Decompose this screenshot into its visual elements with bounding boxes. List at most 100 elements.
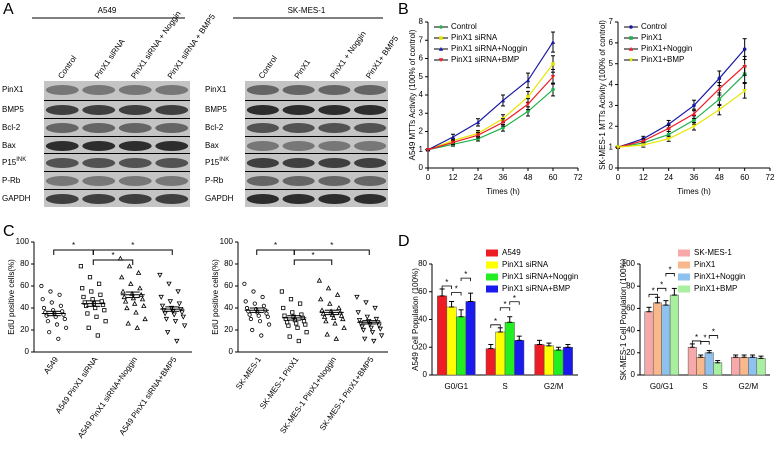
error-bar [546,342,552,347]
blot-band [118,105,152,115]
error-bar [324,309,339,316]
data-point [742,89,747,93]
significance-label: * [660,280,663,289]
blot-band [282,85,315,95]
x-tick-label: 36 [690,173,699,182]
data-point [164,330,171,336]
data-point [334,291,341,297]
blot-band [282,158,315,168]
protein-label: P-Rb [2,176,21,185]
data-point [550,74,556,79]
bar [687,347,697,376]
y-tick-label: 4 [609,80,614,89]
data-point [321,313,328,319]
blot-band [318,123,351,133]
x-tick-label: 36 [499,173,508,182]
protein-label: P15INK [2,157,26,168]
data-point [369,330,376,336]
protein-label: Bcl-2 [205,123,224,132]
error-bar [507,316,513,323]
protein-label: BMP5 [2,105,24,114]
data-point [340,316,346,322]
bar [485,348,496,376]
blot-band [118,158,152,168]
data-point [247,312,252,317]
y-tick-label: 40 [20,303,29,312]
data-point [175,289,181,295]
bar [661,304,671,376]
data-point [87,275,93,280]
significance-label: * [445,278,448,287]
panel-label: D [398,233,410,250]
significance-label: * [311,251,314,260]
legend-label: PinX1+BMP [694,284,737,293]
x-axis-label: Times (h) [486,187,520,196]
data-point [360,327,367,333]
data-point [64,325,69,330]
blot-band [318,176,351,186]
data-point [142,316,148,322]
data-point [526,95,530,99]
error-bar [758,355,764,359]
legend-label: PinX1 siRNA+Noggin [451,44,527,53]
data-point [103,319,108,324]
data-point [133,309,139,315]
series-line [617,90,746,148]
x-tick-label: 60 [740,173,749,182]
data-point [172,319,179,325]
significance-label: * [330,241,333,250]
x-tick-label: 72 [766,173,775,182]
legend-label: PinX1 siRNA+BMP [502,284,570,293]
blot-band [82,141,116,151]
data-point [174,338,180,344]
blot-band [246,141,279,151]
blot-background [245,81,388,207]
y-tick-label: 20 [626,348,635,357]
data-point [53,314,58,319]
data-point [290,310,295,315]
data-point [475,120,481,125]
data-point [141,302,147,308]
data-point [475,133,481,138]
data-point [330,315,337,320]
significance-label: * [131,241,134,250]
significance-label: * [652,286,655,295]
legend-label: PinX1 [641,33,663,42]
data-point [550,39,556,44]
bar [456,316,467,376]
y-tick-label: 7 [419,35,424,44]
data-point [364,314,371,320]
y-tick-label: 20 [20,325,29,334]
error-bar [86,300,101,307]
bar [652,302,662,376]
data-point [324,331,330,337]
data-point [124,305,130,311]
legend-label: PinX1+Noggin [641,44,692,53]
data-point [742,63,747,68]
error-bar [715,360,721,364]
blot-band [282,105,315,115]
data-point [425,147,431,152]
data-point [304,330,309,335]
data-point [500,120,506,125]
blot-band [118,176,152,186]
series-line [427,76,554,151]
significance-bracket [451,292,462,296]
y-tick-label: 6 [419,54,424,63]
panel-label: A [3,1,14,18]
data-point [296,338,301,344]
significance-bracket [657,287,667,292]
legend-marker [628,58,634,63]
data-point [40,297,45,302]
data-point [167,299,174,305]
data-point [378,333,385,339]
y-tick-label: 2 [609,121,614,130]
data-point [95,333,100,338]
data-point [265,314,270,319]
blot-band [354,176,387,186]
blot-band [45,176,79,186]
error-bar [646,306,652,313]
y-tick-label: 0 [423,370,428,379]
data-point [120,288,126,294]
legend-swatch [678,285,690,293]
